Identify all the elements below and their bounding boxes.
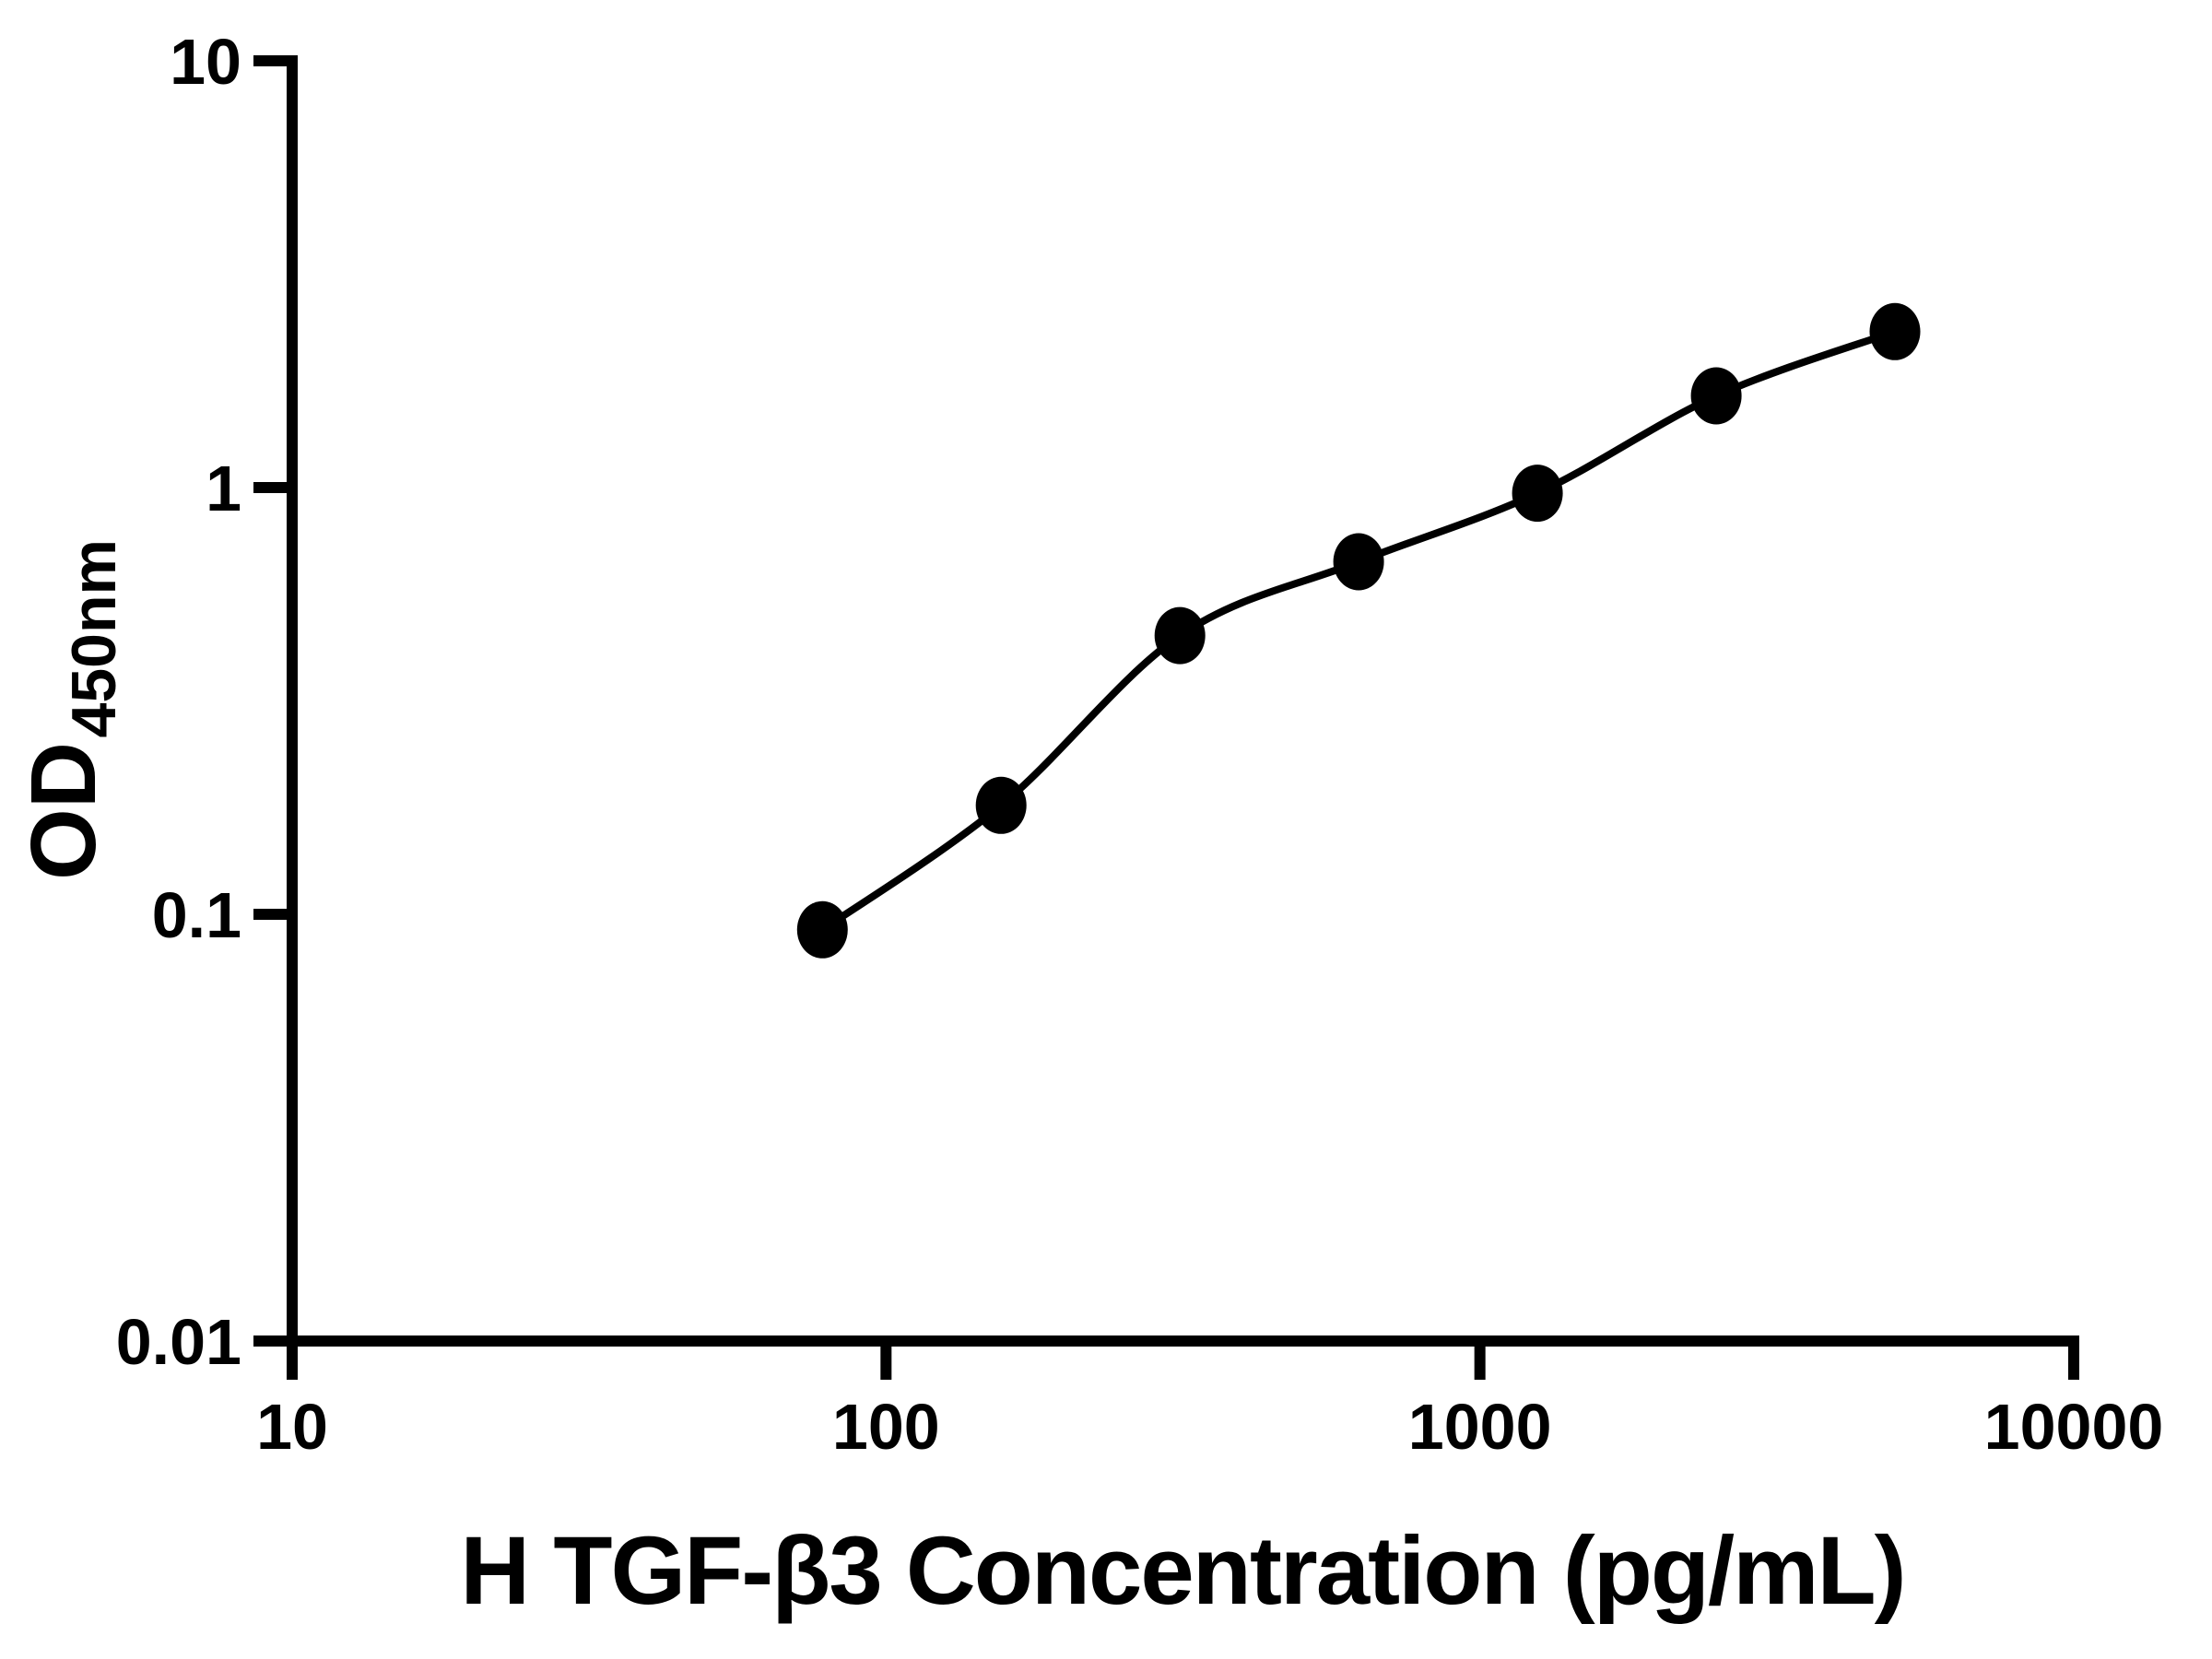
y-tick-label-1: 1 — [206, 453, 241, 524]
data-point-78.125 — [796, 900, 848, 959]
y-axis-title: OD 450nm — [12, 539, 129, 880]
data-point-2500 — [1690, 367, 1742, 425]
x-tick-label-100: 100 — [832, 1391, 940, 1463]
y-tick-label-0.01: 0.01 — [116, 1306, 241, 1378]
y-tick-label-10: 10 — [170, 26, 241, 98]
x-tick-label-10000: 10000 — [1984, 1391, 2164, 1463]
x-tick-label-1000: 1000 — [1408, 1391, 1552, 1463]
fit-curve — [820, 328, 1897, 934]
y-tick-label-0.1: 0.1 — [152, 879, 241, 951]
data-point-312.5 — [1154, 606, 1206, 665]
y-axis-title-subscript: 450nm — [59, 539, 129, 737]
y-axis-title-main: OD — [12, 742, 115, 880]
data-point-5000 — [1869, 302, 1921, 360]
x-axis-title: H TGF-β3 Concentration (pg/mL) — [460, 1517, 1904, 1625]
series-layer — [796, 302, 1921, 959]
x-tick-label-10: 10 — [256, 1391, 328, 1463]
data-point-156.25 — [975, 776, 1027, 834]
data-point-1250 — [1512, 465, 1563, 523]
data-point-625 — [1333, 533, 1384, 591]
